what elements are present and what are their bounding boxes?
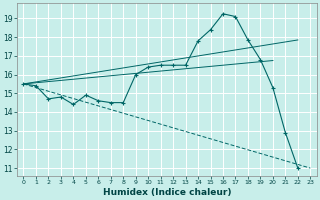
- X-axis label: Humidex (Indice chaleur): Humidex (Indice chaleur): [103, 188, 231, 197]
